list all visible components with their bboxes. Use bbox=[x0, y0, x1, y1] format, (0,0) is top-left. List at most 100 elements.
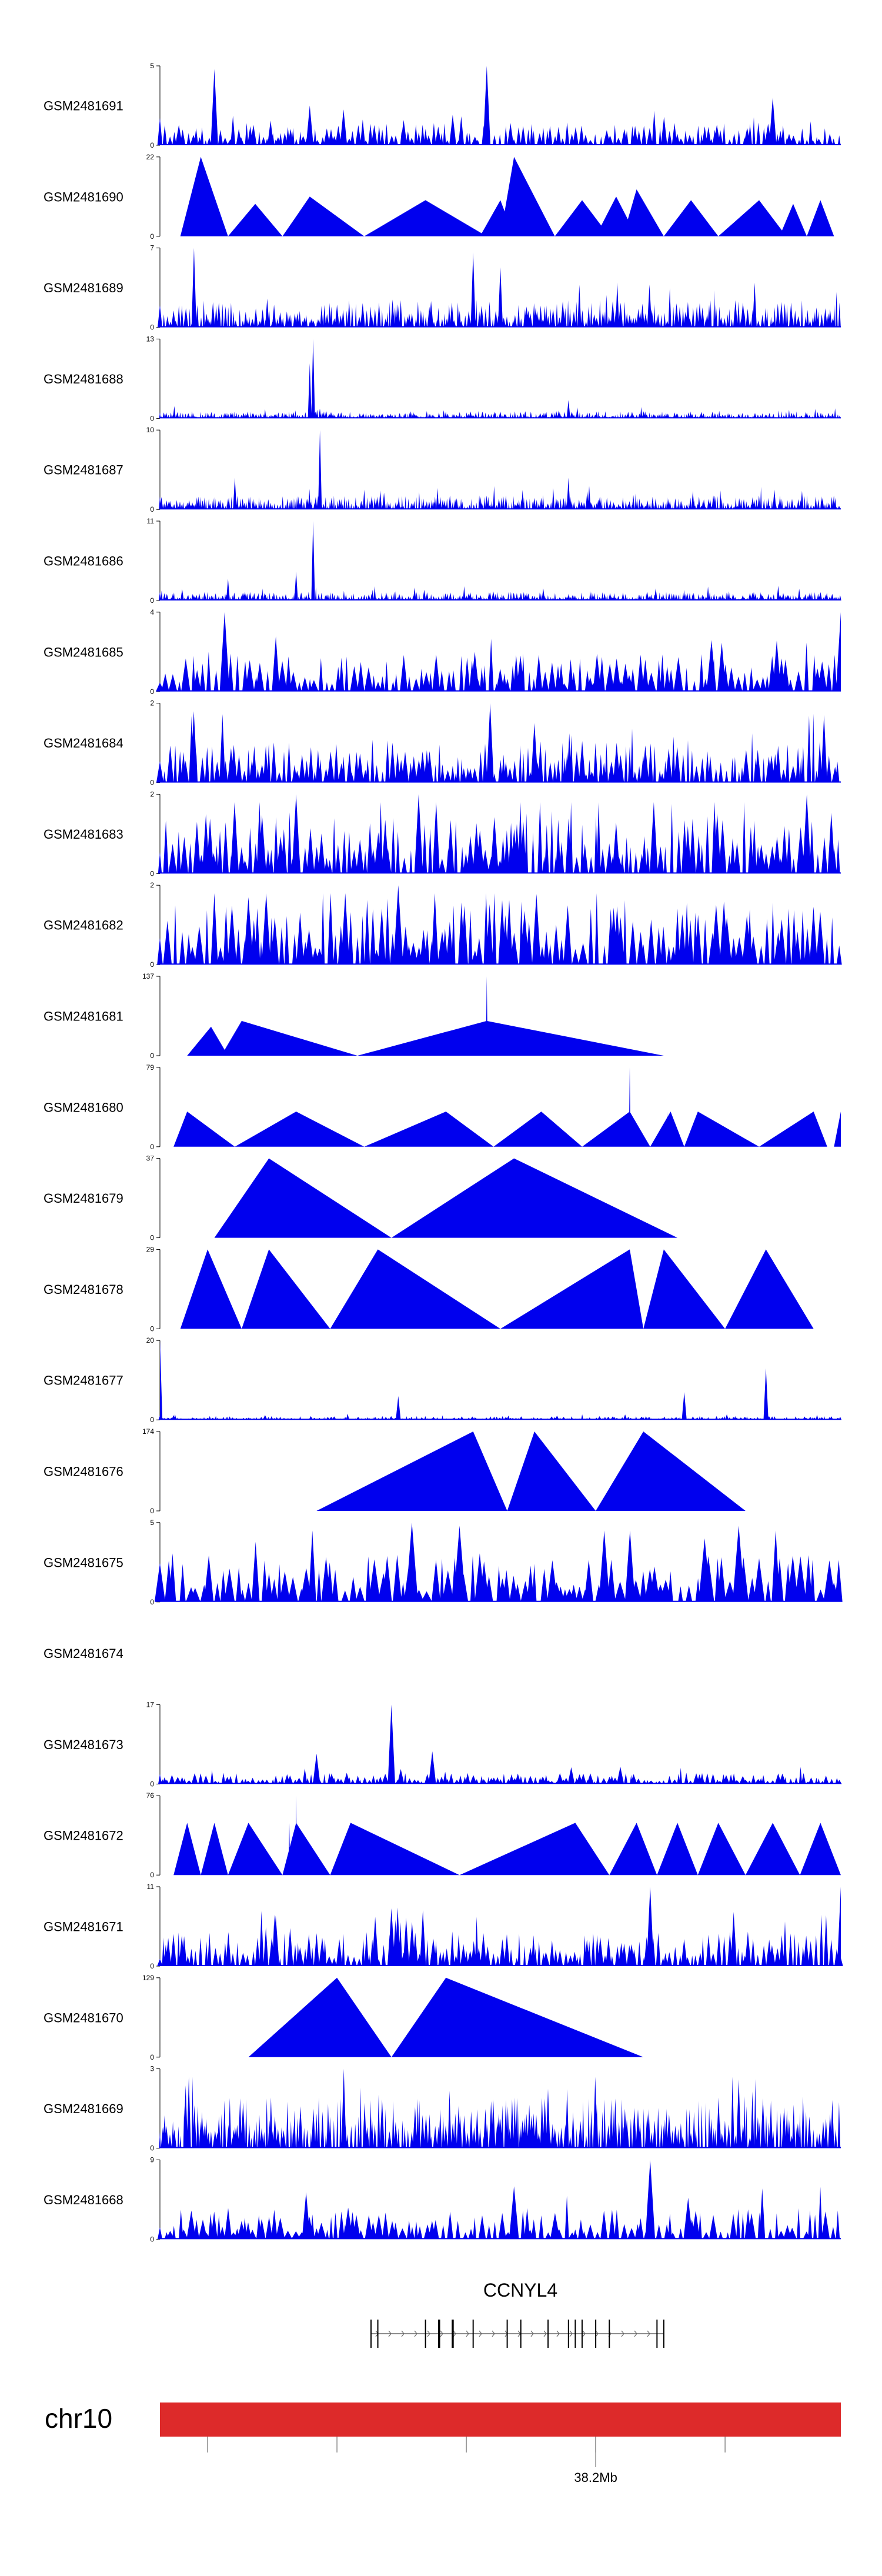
y-max-label: 11 bbox=[147, 1883, 155, 1891]
y-max-label: 10 bbox=[146, 426, 155, 434]
coverage-area bbox=[180, 1249, 814, 1329]
y-min-label: 0 bbox=[150, 1507, 154, 1515]
position-tick-label: 38.2Mb bbox=[574, 2470, 617, 2485]
y-max-label: 2 bbox=[150, 790, 154, 798]
strand-arrow bbox=[556, 2330, 560, 2337]
track-label: GSM2481681 bbox=[44, 1009, 123, 1024]
strand-arrow bbox=[569, 2330, 573, 2337]
chromosome-bar bbox=[160, 2403, 841, 2437]
strand-arrow bbox=[466, 2330, 469, 2337]
y-min-label: 0 bbox=[150, 1234, 154, 1242]
y-min-label: 0 bbox=[150, 1416, 154, 1424]
y-max-label: 2 bbox=[150, 881, 154, 889]
track-label: GSM2481686 bbox=[44, 554, 123, 569]
y-min-label: 0 bbox=[150, 960, 154, 969]
y-min-label: 0 bbox=[150, 232, 154, 241]
track-GSM2481670: GSM2481670 129 0 bbox=[44, 1974, 644, 2061]
track-label: GSM2481687 bbox=[44, 463, 123, 478]
track-GSM2481675: GSM2481675 5 0 bbox=[44, 1519, 843, 1606]
track-label: GSM2481668 bbox=[44, 2193, 123, 2207]
track-GSM2481690: GSM2481690 22 0 bbox=[44, 153, 834, 241]
y-max-label: 13 bbox=[146, 335, 155, 343]
coverage-area bbox=[157, 66, 841, 145]
strand-arrow bbox=[582, 2330, 586, 2337]
y-min-label: 0 bbox=[150, 1871, 154, 1879]
y-max-label: 4 bbox=[150, 608, 154, 616]
y-min-label: 0 bbox=[150, 1143, 154, 1151]
track-GSM2481676: GSM2481676 174 0 bbox=[44, 1427, 746, 1515]
y-min-label: 0 bbox=[150, 323, 154, 332]
strand-arrow bbox=[647, 2330, 650, 2337]
y-max-label: 11 bbox=[147, 517, 155, 525]
chromosome-ticks bbox=[207, 2437, 726, 2467]
gene-model bbox=[370, 2320, 664, 2348]
strand-arrow bbox=[453, 2330, 456, 2337]
strand-arrow bbox=[634, 2330, 637, 2337]
y-max-label: 17 bbox=[146, 1700, 155, 1709]
track-GSM2481668: GSM2481668 9 0 bbox=[44, 2155, 841, 2243]
track-GSM2481674: GSM2481674 bbox=[44, 1646, 123, 1661]
strand-arrow bbox=[530, 2330, 534, 2337]
track-GSM2481683: GSM2481683 2 0 bbox=[44, 790, 841, 877]
track-GSM2481687: GSM2481687 10 0 bbox=[44, 426, 841, 513]
track-label: GSM2481678 bbox=[44, 1282, 123, 1297]
y-max-label: 3 bbox=[150, 2065, 154, 2073]
track-label: GSM2481689 bbox=[44, 281, 123, 295]
chromosome-ideogram: chr10 38.2Mb bbox=[45, 2403, 841, 2485]
y-max-label: 7 bbox=[150, 244, 154, 252]
y-max-label: 9 bbox=[150, 2155, 154, 2164]
y-min-label: 0 bbox=[150, 2144, 154, 2153]
coverage-area bbox=[156, 703, 841, 783]
track-label: GSM2481684 bbox=[44, 736, 123, 750]
y-min-label: 0 bbox=[150, 1780, 154, 1788]
track-label: GSM2481688 bbox=[44, 372, 123, 386]
track-label: GSM2481679 bbox=[44, 1191, 123, 1206]
track-label: GSM2481680 bbox=[44, 1100, 123, 1115]
track-GSM2481671: GSM2481671 11 0 bbox=[44, 1883, 843, 1970]
y-min-label: 0 bbox=[150, 869, 154, 877]
y-min-label: 0 bbox=[150, 596, 154, 605]
track-label: GSM2481670 bbox=[44, 2010, 123, 2025]
y-max-label: 129 bbox=[142, 1974, 154, 1982]
track-label: GSM2481683 bbox=[44, 827, 123, 842]
track-GSM2481672: GSM2481672 76 0 bbox=[44, 1791, 841, 1879]
coverage-area bbox=[157, 1887, 843, 1966]
coverage-area bbox=[248, 1977, 644, 2057]
track-GSM2481689: GSM2481689 7 0 bbox=[44, 244, 841, 332]
track-GSM2481678: GSM2481678 29 0 bbox=[44, 1245, 814, 1333]
strand-arrow bbox=[401, 2330, 405, 2337]
chromosome-label: chr10 bbox=[45, 2403, 112, 2434]
track-GSM2481677: GSM2481677 20 0 bbox=[44, 1336, 842, 1424]
y-max-label: 2 bbox=[150, 699, 154, 708]
track-GSM2481688: GSM2481688 13 0 bbox=[44, 335, 841, 422]
coverage-area bbox=[159, 339, 841, 419]
coverage-area bbox=[159, 430, 841, 510]
y-max-label: 22 bbox=[146, 153, 155, 161]
y-min-label: 0 bbox=[150, 2053, 154, 2061]
y-max-label: 137 bbox=[142, 972, 154, 980]
y-min-label: 0 bbox=[150, 505, 154, 513]
strand-arrow bbox=[388, 2330, 392, 2337]
track-GSM2481669: GSM2481669 3 0 bbox=[44, 2065, 841, 2153]
y-min-label: 0 bbox=[150, 1598, 154, 1606]
track-label: GSM2481691 bbox=[44, 99, 123, 114]
track-label: GSM2481685 bbox=[44, 645, 123, 659]
coverage-area bbox=[154, 1522, 843, 1602]
coverage-area bbox=[173, 1796, 841, 1876]
coverage-tracks: GSM248169150GSM2481690220GSM248168970GSM… bbox=[44, 62, 843, 2243]
track-GSM2481691: GSM2481691 5 0 bbox=[44, 62, 841, 149]
track-GSM2481686: GSM2481686 11 0 bbox=[44, 517, 841, 605]
y-min-label: 0 bbox=[150, 1052, 154, 1060]
strand-arrow bbox=[479, 2330, 482, 2337]
track-label: GSM2481674 bbox=[44, 1646, 123, 1661]
track-label: GSM2481677 bbox=[44, 1373, 123, 1388]
strand-arrow bbox=[543, 2330, 547, 2337]
track-label: GSM2481671 bbox=[44, 1920, 123, 1934]
strand-arrow bbox=[595, 2330, 599, 2337]
coverage-area bbox=[158, 794, 841, 874]
strand-arrow bbox=[492, 2330, 495, 2337]
y-min-label: 0 bbox=[150, 141, 154, 149]
coverage-area bbox=[158, 1704, 842, 1784]
track-label: GSM2481672 bbox=[44, 1828, 123, 1843]
coverage-area bbox=[180, 156, 834, 236]
